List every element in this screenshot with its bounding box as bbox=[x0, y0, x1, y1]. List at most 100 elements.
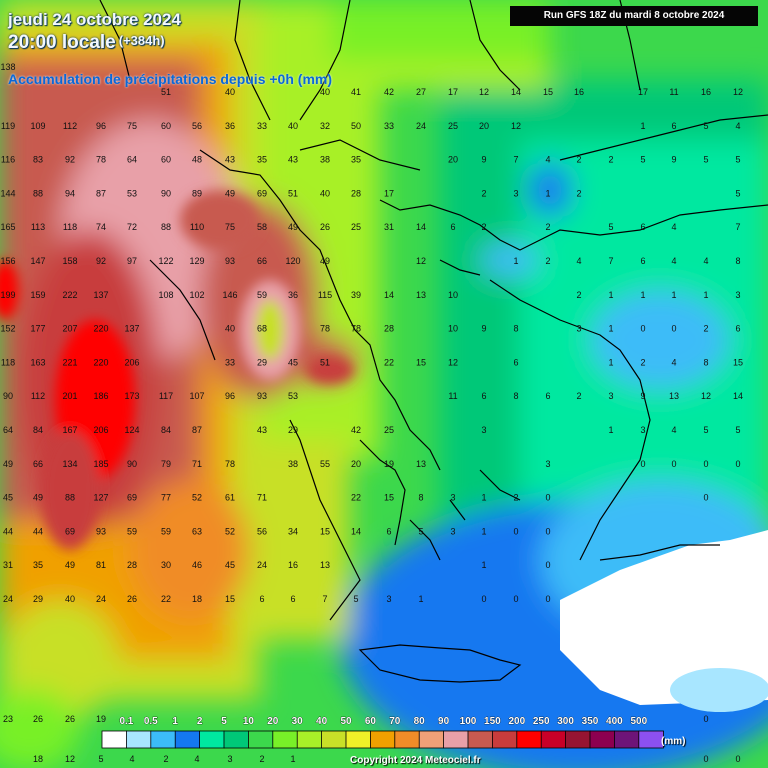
grid-value: 32 bbox=[320, 121, 330, 131]
grid-value: 38 bbox=[288, 459, 298, 469]
grid-value: 5 bbox=[703, 425, 708, 435]
grid-value: 1 bbox=[481, 560, 486, 570]
grid-value: 3 bbox=[735, 290, 740, 300]
grid-value: 28 bbox=[384, 324, 394, 334]
grid-value: 12 bbox=[65, 754, 75, 764]
grid-value: 0 bbox=[545, 526, 550, 536]
grid-value: 64 bbox=[3, 425, 13, 435]
grid-value: 59 bbox=[257, 290, 267, 300]
grid-value: 9 bbox=[481, 324, 486, 334]
legend-tick-label: 30 bbox=[292, 716, 304, 727]
legend-swatch bbox=[369, 730, 396, 749]
grid-value: 24 bbox=[3, 594, 13, 604]
grid-value: 11 bbox=[669, 87, 678, 97]
grid-value: 12 bbox=[416, 256, 426, 266]
grid-value: 64 bbox=[127, 155, 137, 165]
grid-value: 50 bbox=[351, 121, 361, 131]
grid-value: 88 bbox=[65, 493, 75, 503]
grid-value: 1 bbox=[640, 121, 645, 131]
grid-value: 5 bbox=[608, 222, 613, 232]
legend-swatch bbox=[223, 730, 250, 749]
grid-value: 2 bbox=[576, 155, 581, 165]
legend-tick-label: 200 bbox=[508, 716, 525, 727]
grid-value: 28 bbox=[351, 188, 361, 198]
legend-swatch bbox=[516, 730, 542, 749]
grid-value: 1 bbox=[290, 754, 295, 764]
grid-value: 90 bbox=[161, 188, 171, 198]
grid-value: 9 bbox=[481, 155, 486, 165]
grid-value: 29 bbox=[288, 425, 298, 435]
legend-swatch bbox=[101, 730, 128, 749]
grid-value: 49 bbox=[65, 560, 75, 570]
legend-swatch bbox=[443, 730, 469, 749]
grid-value: 129 bbox=[189, 256, 204, 266]
grid-value: 39 bbox=[351, 290, 361, 300]
grid-value: 2 bbox=[703, 324, 708, 334]
grid-value: 4 bbox=[671, 222, 676, 232]
grid-value: 6 bbox=[290, 594, 295, 604]
grid-value: 40 bbox=[65, 594, 75, 604]
grid-value: 78 bbox=[96, 155, 106, 165]
grid-value: 2 bbox=[513, 493, 518, 503]
grid-value: 5 bbox=[353, 594, 358, 604]
grid-value: 78 bbox=[225, 459, 235, 469]
legend-tick-label: 40 bbox=[316, 716, 328, 727]
forecast-date: jeudi 24 octobre 2024 bbox=[8, 10, 181, 29]
grid-value: 90 bbox=[127, 459, 137, 469]
grid-value: 3 bbox=[545, 459, 550, 469]
grid-value: 49 bbox=[288, 222, 298, 232]
lead-time: (+384h) bbox=[118, 33, 165, 48]
grid-value: 93 bbox=[257, 391, 267, 401]
legend-swatch bbox=[126, 730, 152, 749]
run-info: Run GFS 18Z du mardi 8 octobre 2024 bbox=[510, 6, 758, 26]
grid-value: 6 bbox=[513, 357, 518, 367]
grid-value: 16 bbox=[701, 87, 711, 97]
grid-value: 44 bbox=[33, 526, 43, 536]
grid-value: 61 bbox=[225, 493, 235, 503]
grid-value: 42 bbox=[351, 425, 361, 435]
grid-value: 4 bbox=[576, 256, 581, 266]
grid-value: 120 bbox=[285, 256, 300, 266]
grid-value: 2 bbox=[640, 357, 645, 367]
grid-value: 26 bbox=[127, 594, 137, 604]
grid-value: 3 bbox=[227, 754, 232, 764]
grid-value: 84 bbox=[33, 425, 43, 435]
grid-value: 4 bbox=[671, 425, 676, 435]
legend-tick-label: 10 bbox=[243, 716, 255, 727]
grid-value: 59 bbox=[161, 526, 171, 536]
grid-value: 8 bbox=[703, 357, 708, 367]
grid-value: 58 bbox=[257, 222, 267, 232]
grid-value: 35 bbox=[33, 560, 43, 570]
legend-tick-label: 70 bbox=[389, 716, 401, 727]
grid-value: 147 bbox=[30, 256, 45, 266]
grid-value: 3 bbox=[608, 391, 613, 401]
grid-value: 199 bbox=[0, 290, 15, 300]
grid-value: 5 bbox=[703, 155, 708, 165]
grid-value: 152 bbox=[0, 324, 15, 334]
grid-value: 10 bbox=[448, 290, 458, 300]
grid-value: 0 bbox=[703, 459, 708, 469]
legend-tick-label: 1 bbox=[172, 716, 178, 727]
grid-value: 75 bbox=[225, 222, 235, 232]
legend-swatch bbox=[345, 730, 372, 749]
legend-tick-label: 100 bbox=[460, 716, 477, 727]
grid-value: 75 bbox=[127, 121, 137, 131]
grid-value: 29 bbox=[257, 357, 267, 367]
grid-value: 0 bbox=[545, 560, 550, 570]
grid-value: 6 bbox=[735, 324, 740, 334]
grid-value: 49 bbox=[320, 256, 330, 266]
grid-value: 6 bbox=[259, 594, 264, 604]
legend-tick-label: 50 bbox=[340, 716, 352, 727]
grid-value: 0 bbox=[513, 526, 518, 536]
grid-value: 43 bbox=[225, 155, 235, 165]
grid-value: 122 bbox=[158, 256, 173, 266]
grid-value: 2 bbox=[576, 290, 581, 300]
grid-value: 167 bbox=[62, 425, 77, 435]
grid-value: 201 bbox=[62, 391, 77, 401]
legend-unit: (mm) bbox=[661, 736, 686, 747]
grid-value: 33 bbox=[384, 121, 394, 131]
grid-value: 3 bbox=[513, 188, 518, 198]
grid-value: 45 bbox=[3, 493, 13, 503]
grid-value: 0 bbox=[481, 594, 486, 604]
